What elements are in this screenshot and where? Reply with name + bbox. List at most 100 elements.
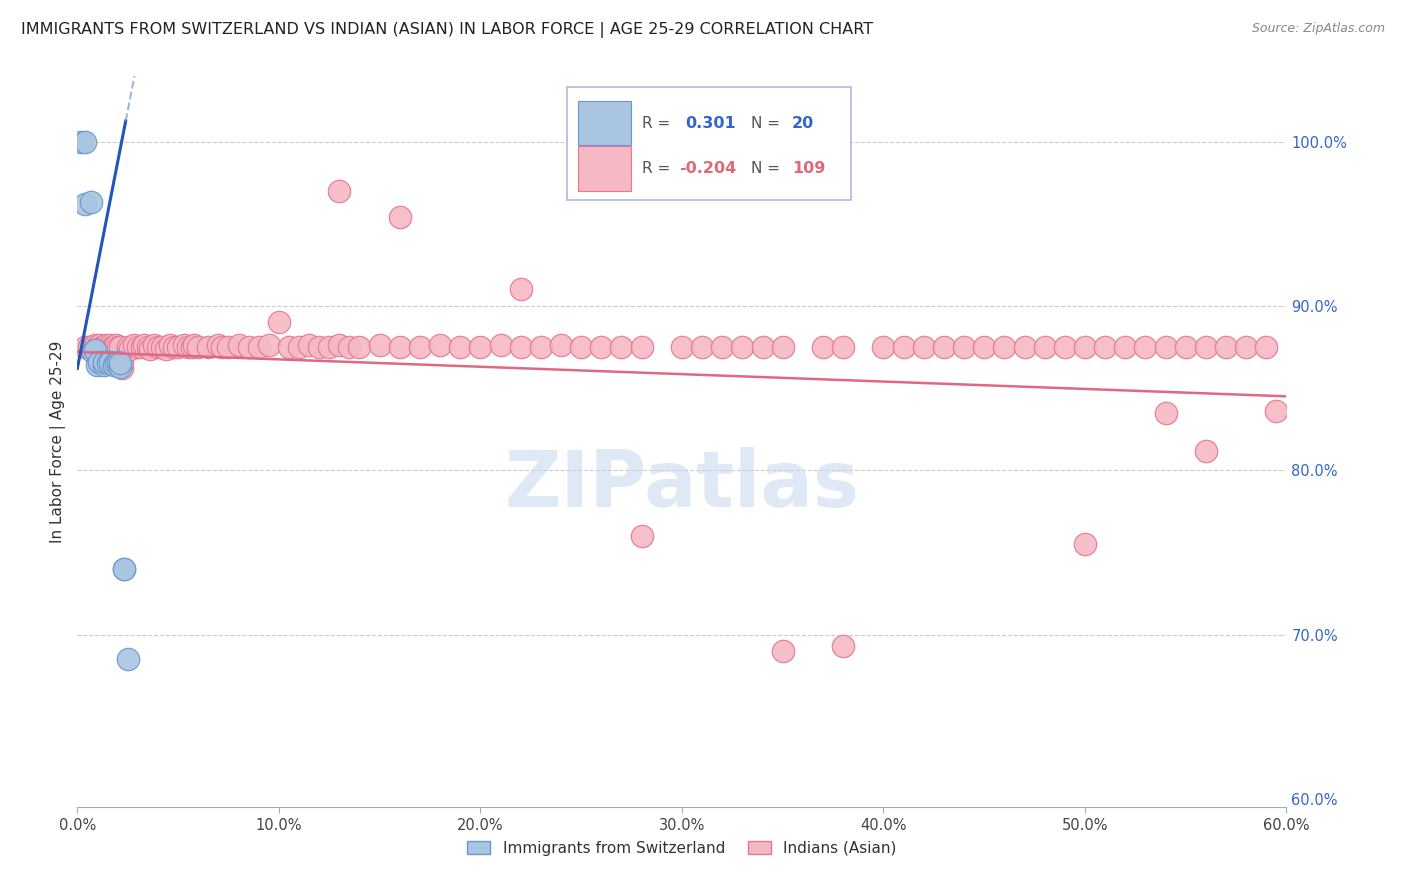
Point [368,338,391,352]
Text: Source: ZipAtlas.com: Source: ZipAtlas.com [1251,22,1385,36]
Point [103,340,125,354]
Point [107,340,129,354]
Point [112,562,135,576]
Point [146,340,169,354]
Point [772,340,794,354]
Legend: Immigrants from Switzerland, Indians (Asian): Immigrants from Switzerland, Indians (As… [461,835,903,862]
Point [550,338,572,352]
Point [1154,340,1177,354]
Point [247,340,270,354]
Point [93,340,115,354]
Point [832,639,855,653]
Point [349,340,371,354]
Point [111,356,134,370]
Point [328,184,350,198]
Point [86,340,108,354]
Point [489,338,512,352]
Point [267,315,290,329]
Point [108,359,131,374]
Point [98,338,121,352]
Point [82,340,104,354]
Point [75,340,97,354]
Point [298,338,321,352]
Point [75,135,97,149]
FancyBboxPatch shape [578,101,631,145]
Point [79,340,101,354]
Point [449,340,471,354]
Point [111,361,134,376]
Point [1195,340,1218,354]
Text: -0.204: -0.204 [679,161,737,176]
Point [731,340,754,354]
Point [1256,340,1278,354]
Point [1265,404,1288,418]
Point [429,338,451,352]
Point [509,340,531,354]
FancyBboxPatch shape [578,146,631,191]
Point [1135,340,1157,354]
Point [953,340,976,354]
Point [470,340,492,354]
Point [108,340,131,354]
Point [70,135,93,149]
Point [104,356,127,370]
Text: IMMIGRANTS FROM SWITZERLAND VS INDIAN (ASIAN) IN LABOR FORCE | AGE 25-29 CORRELA: IMMIGRANTS FROM SWITZERLAND VS INDIAN (A… [21,22,873,38]
Point [167,340,190,354]
Point [177,340,200,354]
Point [339,340,360,354]
Point [993,340,1015,354]
Point [690,340,713,354]
Point [388,210,411,224]
Point [932,340,955,354]
Point [1033,340,1056,354]
Point [772,644,794,658]
Point [409,340,432,354]
Point [150,340,173,354]
Point [1215,340,1237,354]
Point [181,340,204,354]
Point [155,342,177,356]
Point [872,340,894,354]
Point [308,340,330,354]
Point [187,340,209,354]
Point [288,340,311,354]
Point [96,340,118,354]
Point [211,340,233,354]
Point [1174,340,1197,354]
Point [173,338,195,352]
Point [1053,340,1076,354]
Point [80,195,103,210]
Point [1195,443,1218,458]
Point [86,358,108,372]
Point [328,338,350,352]
Point [108,356,131,370]
Point [893,340,915,354]
Point [610,340,633,354]
Point [228,338,250,352]
Point [117,340,139,354]
Text: 0.301: 0.301 [686,116,737,130]
Point [811,340,834,354]
Point [591,340,613,354]
Point [94,338,117,352]
Point [1074,537,1097,551]
Point [197,340,219,354]
Point [530,340,553,354]
Point [75,197,97,211]
Point [117,652,139,666]
Text: 109: 109 [792,161,825,176]
Point [711,340,734,354]
Point [183,338,205,352]
Point [1074,340,1097,354]
Point [104,338,127,352]
Point [90,340,112,354]
Point [163,340,186,354]
Point [131,340,153,354]
Y-axis label: In Labor Force | Age 25-29: In Labor Force | Age 25-29 [51,341,66,542]
Point [218,340,240,354]
Point [89,338,111,352]
Point [630,340,652,354]
Point [100,340,122,354]
Point [127,340,149,354]
Point [107,355,129,369]
